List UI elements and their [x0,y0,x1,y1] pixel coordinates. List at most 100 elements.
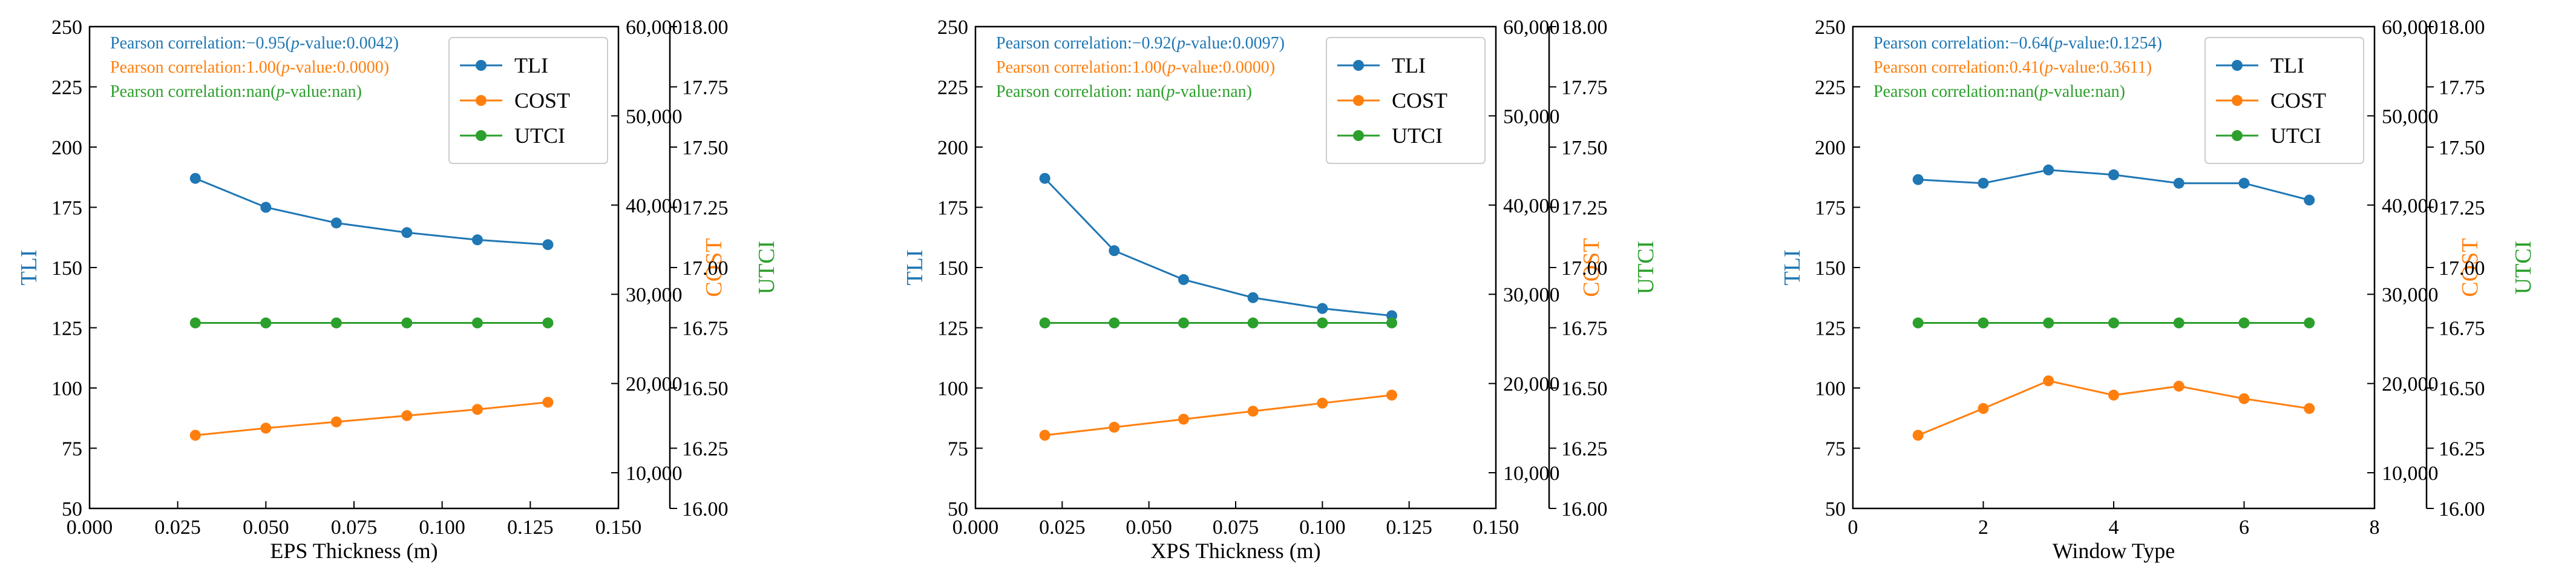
x-tick-label: 0.050 [243,516,289,539]
data-point-cost [401,410,413,421]
data-point-tli [1912,174,1924,185]
annotation-prefix: Pearson correlation: [1873,82,2010,101]
data-point-tli [189,172,201,184]
annotation-open: ( [1172,34,1177,53]
cost-tick-label: 60,000 [2382,16,2439,39]
data-point-cost [1109,421,1120,433]
cost-tick-label: 10,000 [2382,462,2439,485]
y-tick-label: 100 [1815,378,1846,400]
legend-label-tli: TLI [1392,53,1426,77]
legend-box [2204,37,2364,164]
utci-tick-label: 16.75 [2439,318,2485,340]
series-line-cost [195,401,548,436]
data-point-utci [1178,317,1189,329]
correlation-annotation-tli: Pearson correlation:−0.95(p-value:0.0042… [110,34,399,53]
x-axis-label: EPS Thickness (m) [270,539,438,563]
cost-tick-label: 30,000 [626,284,683,306]
data-point-utci [189,317,201,329]
annotation-open: ( [270,82,276,101]
utci-tick-label: 17.00 [682,257,729,280]
y-tick-label: 150 [51,257,82,280]
correlation-annotation-cost: Pearson correlation:0.41(p-value:0.3611) [1873,58,2152,77]
data-point-cost [542,396,554,408]
annotation-open: ( [2049,34,2054,53]
legend-box [448,37,608,164]
legend-label-tli: TLI [514,53,548,77]
data-point-utci [471,317,483,329]
annotation-rest: -value:nan) [1175,82,1252,101]
data-point-cost [2043,375,2054,387]
annotation-p: p [1176,34,1185,53]
legend-label-cost: COST [514,88,570,113]
data-point-tli [542,239,554,251]
data-point-cost [471,404,483,415]
utci-tick-label: 17.00 [2439,257,2485,280]
legend-marker-utci [476,130,487,141]
x-tick-label: 0.150 [1473,516,1519,539]
x-tick-label: 2 [1978,516,1988,539]
utci-tick-label: 16.00 [682,498,729,521]
legend-label-utci: UTCI [514,123,565,148]
legend-box [1326,37,1486,164]
data-point-cost [189,430,201,441]
data-point-cost [1317,398,1328,409]
data-point-cost [2304,402,2315,414]
y-axis-label-tli: TLI [1780,249,1805,285]
annotation-open: ( [286,34,291,53]
y-tick-label: 150 [937,257,968,280]
data-point-utci [1317,317,1328,329]
annotation-prefix: Pearson correlation: [110,34,246,53]
legend: TLI COST UTCI [1326,37,1486,164]
annotation-r: −0.92 [1132,34,1172,53]
utci-tick-label: 18.00 [682,16,729,39]
data-point-tli [330,217,342,229]
annotation-p: p [2038,82,2048,101]
annotation-rest: -value:0.0000) [1176,58,1275,77]
y-axis-label-tli: TLI [902,249,928,285]
data-point-tli [1247,292,1259,303]
utci-tick-label: 16.50 [2439,378,2485,400]
correlation-annotation-utci: Pearson correlation:nan(p-value:nan) [110,82,362,101]
data-point-utci [542,317,554,329]
annotation-rest: -value:nan) [2048,82,2125,101]
annotation-rest: -value:0.0097) [1185,34,1285,53]
data-point-cost [1978,402,1989,414]
data-point-utci [1978,317,1989,329]
annotation-p: p [275,82,284,101]
y-tick-label: 250 [1815,16,1846,39]
y-tick-label: 75 [1825,438,1846,461]
series-line-tli [195,177,548,246]
annotation-r: 0.41 [2010,58,2039,77]
data-point-tli [2108,169,2119,180]
y-axis-label-cost: COST [2457,238,2483,297]
utci-tick-label: 18.00 [1561,16,1608,39]
annotation-prefix: Pearson correlation: [1873,58,2010,77]
x-tick-label: 8 [2370,516,2380,539]
annotation-r: −0.64 [2010,34,2049,53]
data-point-utci [1109,317,1120,329]
cost-tick-label: 50,000 [626,105,683,128]
utci-tick-label: 16.00 [2439,498,2485,521]
x-tick-label: 0.125 [1386,516,1432,539]
data-point-utci [1912,317,1924,329]
y-tick-label: 125 [937,318,968,340]
cost-tick-label: 30,000 [1503,284,1560,306]
y-tick-label: 225 [937,77,968,99]
utci-tick-label: 17.00 [1561,257,1608,280]
data-point-tli [1109,245,1120,257]
x-tick-label: 0.025 [1039,516,1086,539]
correlation-annotation-tli: Pearson correlation:−0.64(p-value:0.1254… [1873,34,2162,53]
annotation-r: nan [1136,82,1161,101]
data-point-tli [1178,274,1189,285]
cost-tick-label: 20,000 [2382,373,2439,396]
legend-label-tli: TLI [2270,53,2304,77]
annotation-p: p [1166,58,1176,77]
data-point-utci [2238,317,2250,329]
utci-tick-label: 18.00 [2439,16,2485,39]
data-point-utci [2173,317,2184,329]
utci-tick-label: 16.25 [1561,438,1608,461]
annotation-open: ( [1161,82,1166,101]
series-line-tli [1044,177,1392,317]
legend-marker-tli [1353,60,1364,71]
